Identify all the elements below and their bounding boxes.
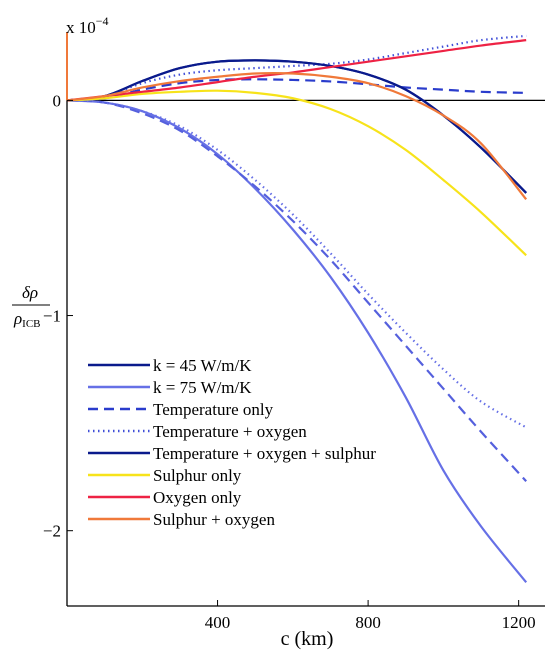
axes: 400 800 1200 0 −1 −2: [43, 32, 545, 632]
y-tick-label: −2: [43, 522, 61, 541]
series-line-temperature-only-k75: [66, 99, 527, 482]
legend-label: Temperature + oxygen: [153, 422, 307, 441]
y-multiplier-exponent: −4: [96, 14, 109, 28]
legend-item: Temperature + oxygen: [88, 422, 307, 441]
legend: k = 45 W/m/K k = 75 W/m/K Temperature only…: [88, 356, 376, 529]
y-axis-label-denominator: ρICB: [13, 309, 41, 330]
legend-item: Temperature + oxygen + sulphur: [88, 444, 376, 463]
series-line-k-75-w-m-k-k75: [66, 99, 528, 584]
legend-item: k = 75 W/m/K: [88, 378, 252, 397]
legend-item: Oxygen only: [88, 488, 242, 507]
y-axis-label-numerator: δρ: [22, 283, 38, 302]
x-tick-label: 800: [355, 613, 381, 632]
legend-item: k = 45 W/m/K: [88, 356, 252, 375]
legend-label: Oxygen only: [153, 488, 242, 507]
y-multiplier-label: x 10−4: [66, 14, 109, 37]
legend-label: Temperature + oxygen + sulphur: [153, 444, 376, 463]
x-tick-label: 1200: [502, 613, 536, 632]
series-line-temperature-oxygen-k75: [66, 99, 527, 429]
legend-label: Sulphur + oxygen: [153, 510, 275, 529]
x-tick-label: 400: [205, 613, 231, 632]
legend-label: k = 45 W/m/K: [153, 356, 252, 375]
legend-item: Sulphur only: [88, 466, 242, 485]
series-line-temperature-only-k45: [66, 78, 527, 102]
series-line-sulphur-only-common: [66, 89, 527, 257]
y-axis-label: δρ ρICB: [12, 283, 50, 330]
plot-area: [66, 34, 545, 584]
y-multiplier-prefix: x 10: [66, 18, 96, 37]
y-tick-label: −1: [43, 307, 61, 326]
legend-label: k = 75 W/m/K: [153, 378, 252, 397]
y-axis-label-subscript: ICB: [22, 318, 40, 330]
legend-label: Sulphur only: [153, 466, 242, 485]
y-tick-label: 0: [53, 91, 62, 110]
legend-label: Temperature only: [153, 400, 274, 419]
legend-item: Temperature only: [88, 400, 274, 419]
series-line-sulphur-oxygen-common: [66, 71, 528, 201]
legend-item: Sulphur + oxygen: [88, 510, 275, 529]
x-axis-title: c (km): [281, 628, 334, 650]
